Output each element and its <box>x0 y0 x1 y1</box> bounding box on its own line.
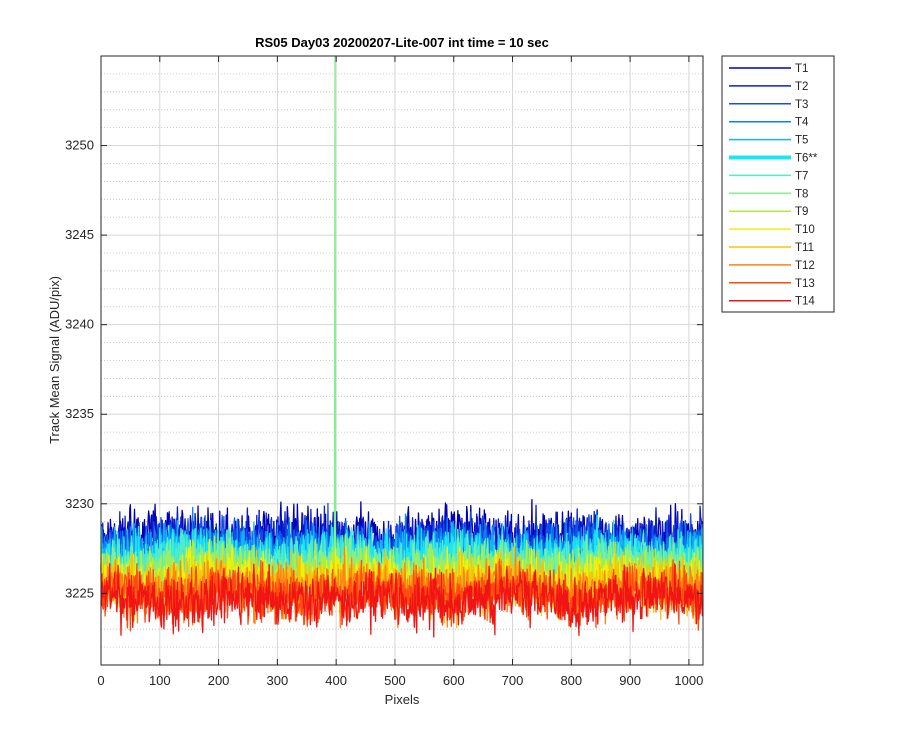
x-tick-label: 900 <box>619 673 641 688</box>
x-tick-label: 500 <box>384 673 406 688</box>
legend-label: T12 <box>795 260 815 272</box>
legend-box <box>721 55 835 313</box>
y-tick-label: 3230 <box>65 496 94 511</box>
x-tick-label: 300 <box>267 673 289 688</box>
legend-label: T2 <box>795 81 808 93</box>
x-axis-label: Pixels <box>385 692 420 707</box>
legend-label: T7 <box>795 170 808 182</box>
y-tick-label: 3245 <box>65 227 94 242</box>
legend-label: T14 <box>795 296 815 308</box>
legend-label: T4 <box>795 117 809 129</box>
x-tick-label: 0 <box>97 673 104 688</box>
series-line-T14 <box>100 563 704 638</box>
legend-label: T9 <box>795 206 808 218</box>
x-tick-label: 100 <box>149 673 171 688</box>
axis-ticks <box>100 56 703 665</box>
x-tick-label: 200 <box>208 673 230 688</box>
legend-label: T8 <box>795 188 808 200</box>
legend-label: T10 <box>795 224 815 236</box>
x-tick-label: 1000 <box>674 673 703 688</box>
legend-label: T3 <box>795 99 808 111</box>
plot-border <box>100 55 704 666</box>
x-axis-tick-labels: 0 100 200 300 400 500 600 700 800 900 1000 <box>97 673 703 688</box>
legend-label: T1 <box>795 63 808 75</box>
y-tick-label: 3235 <box>65 406 94 421</box>
legend-label: T13 <box>795 278 815 290</box>
legend-label: T5 <box>795 135 808 147</box>
y-axis-tick-labels: 3225 3230 3235 3240 3245 3250 <box>65 138 94 601</box>
y-tick-label: 3250 <box>65 138 94 153</box>
x-tick-label: 600 <box>443 673 465 688</box>
y-axis-label: Track Mean Signal (ADU/pix) <box>47 276 62 444</box>
y-tick-label: 3225 <box>65 585 94 600</box>
legend-items: T1 T2 T3 T4 T5 T6** T7 T8 T9 T10 T11 T12 T13 T14 <box>729 63 818 308</box>
x-tick-label: 800 <box>560 673 582 688</box>
x-tick-label: 400 <box>325 673 347 688</box>
legend-label: T11 <box>795 242 814 254</box>
legend-label: T6** <box>795 153 818 165</box>
data-series <box>100 55 704 638</box>
x-tick-label: 700 <box>502 673 524 688</box>
plot-area <box>100 55 704 666</box>
legend: T1 T2 T3 T4 T5 T6** T7 T8 T9 T10 T11 T12 T13 T14 <box>721 55 835 313</box>
chart-title: RS05 Day03 20200207-Lite-007 int time = … <box>255 35 549 50</box>
y-tick-label: 3240 <box>65 317 94 332</box>
